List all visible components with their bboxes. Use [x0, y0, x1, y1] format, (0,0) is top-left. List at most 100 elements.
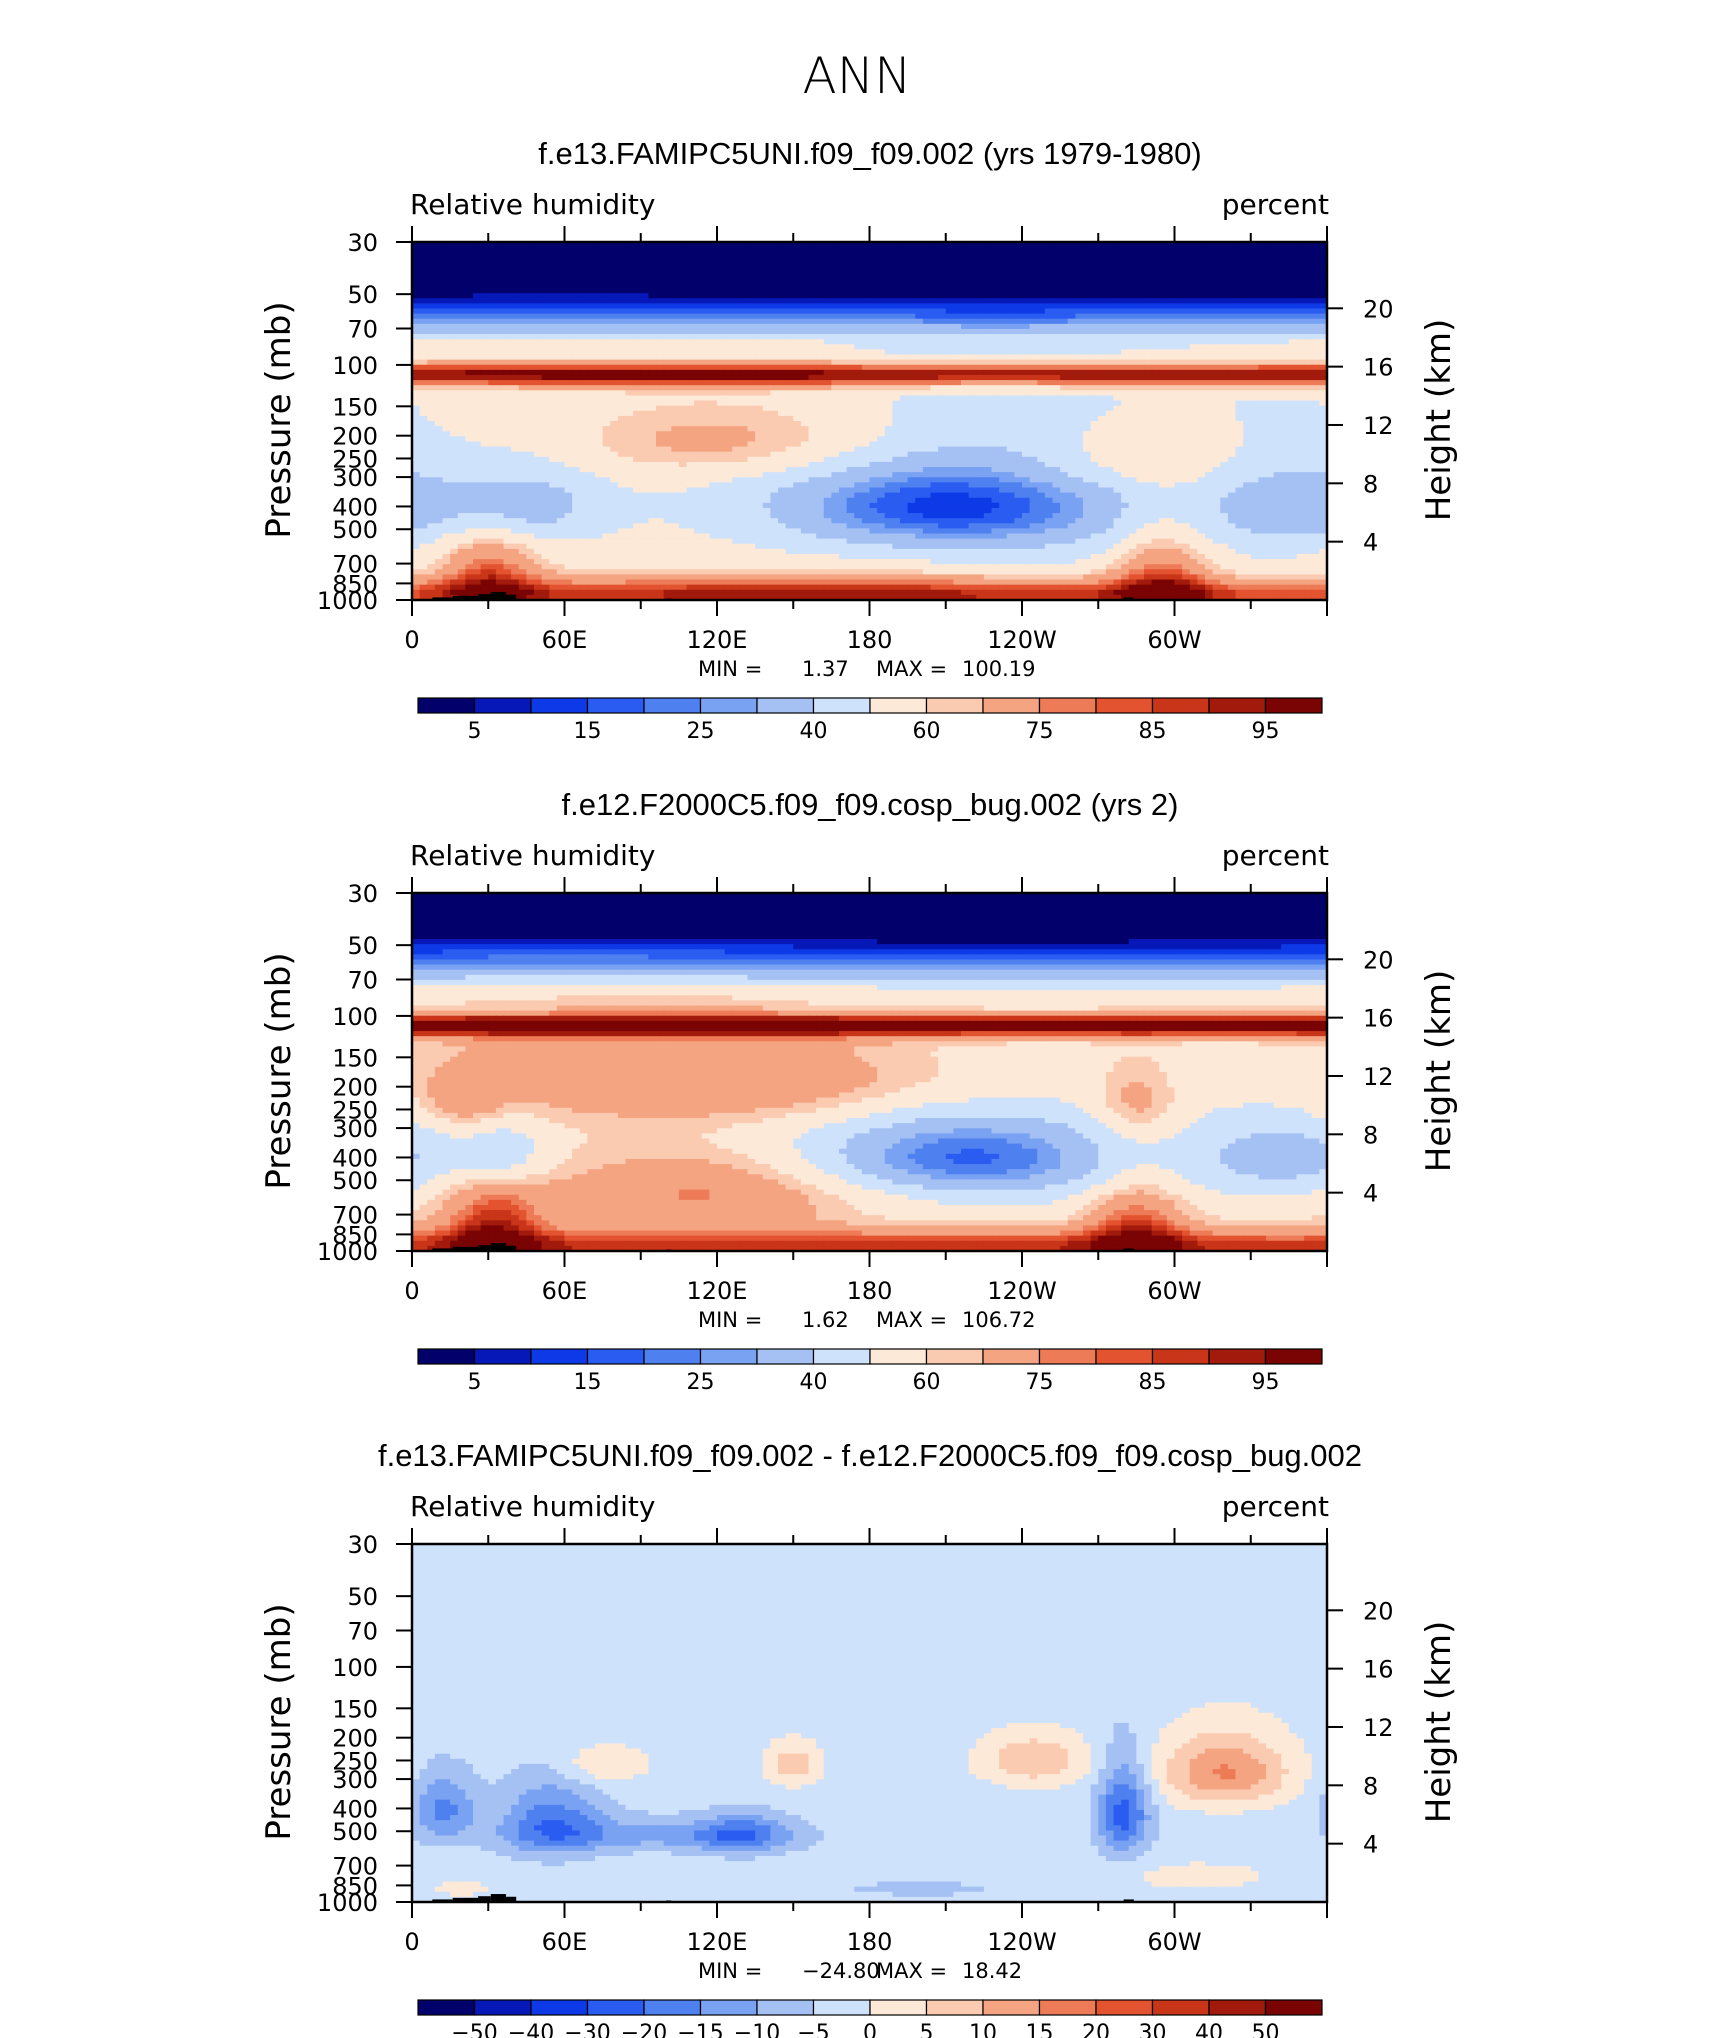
heatmap-cell — [450, 268, 458, 274]
heatmap-cell — [1258, 308, 1266, 314]
heatmap-cell — [870, 298, 878, 304]
heatmap-cell — [679, 268, 687, 274]
heatmap-cell — [504, 339, 512, 345]
heatmap-cell — [1190, 324, 1198, 330]
heatmap-cell — [1106, 247, 1114, 253]
heatmap-cell — [854, 329, 862, 335]
heatmap-cell — [862, 303, 870, 309]
heatmap-cell — [1106, 298, 1114, 304]
heatmap-cell — [1037, 339, 1045, 345]
heatmap-cell — [1167, 298, 1175, 304]
heatmap-cell — [565, 273, 573, 279]
heatmap-cell — [496, 329, 504, 335]
heatmap-cell — [915, 293, 923, 299]
heatmap-cell — [679, 252, 687, 258]
heatmap-cell — [420, 339, 428, 345]
heatmap-cell — [488, 293, 496, 299]
heatmap-cell — [1030, 308, 1038, 314]
heatmap-cell — [1220, 293, 1228, 299]
heatmap-cell — [786, 308, 794, 314]
heatmap-cell — [648, 319, 656, 325]
heatmap-cell — [626, 344, 634, 350]
heatmap-cell — [526, 324, 534, 330]
heatmap-cell — [496, 314, 504, 320]
heatmap-cell — [549, 252, 557, 258]
heatmap-cell — [976, 329, 984, 335]
heatmap-cell — [740, 273, 748, 279]
heatmap-cell — [626, 293, 634, 299]
heatmap-cell — [862, 314, 870, 320]
heatmap-cell — [938, 344, 946, 350]
heatmap-cell — [1136, 257, 1144, 263]
heatmap-cell — [580, 329, 588, 335]
heatmap-cell — [496, 298, 504, 304]
heatmap-cell — [900, 308, 908, 314]
heatmap-cell — [1274, 293, 1282, 299]
heatmap-cell — [465, 257, 473, 263]
heatmap-cell — [496, 247, 504, 253]
heatmap-cell — [1274, 283, 1282, 289]
heatmap-cell — [938, 324, 946, 330]
heatmap-cell — [801, 344, 809, 350]
heatmap-cell — [961, 308, 969, 314]
heatmap-cell — [961, 252, 969, 258]
heatmap-cell — [1045, 262, 1053, 268]
heatmap-cell — [595, 339, 603, 345]
heatmap-cell — [450, 293, 458, 299]
heatmap-cell — [679, 262, 687, 268]
heatmap-cell — [908, 329, 916, 335]
heatmap-cell — [481, 308, 489, 314]
heatmap-cell — [709, 324, 717, 330]
heatmap-cell — [458, 324, 466, 330]
heatmap-cell — [1121, 314, 1129, 320]
heatmap-cell — [900, 324, 908, 330]
heatmap-cell — [671, 262, 679, 268]
heatmap-cell — [450, 314, 458, 320]
heatmap-cell — [587, 319, 595, 325]
heatmap-cell — [603, 319, 611, 325]
heatmap-cell — [458, 293, 466, 299]
heatmap-cell — [565, 247, 573, 253]
heatmap-cell — [595, 334, 603, 340]
heatmap-cell — [610, 303, 618, 309]
heatmap-cell — [534, 262, 542, 268]
heatmap-cell — [511, 314, 519, 320]
heatmap-cell — [847, 293, 855, 299]
heatmap-cell — [1045, 319, 1053, 325]
heatmap-cell — [702, 329, 710, 335]
heatmap-cell — [1236, 329, 1244, 335]
heatmap-cell — [786, 247, 794, 253]
heatmap-cell — [740, 329, 748, 335]
heatmap-cell — [1228, 288, 1236, 294]
heatmap-cell — [435, 283, 443, 289]
heatmap-cell — [1258, 339, 1266, 345]
heatmap-cell — [1228, 319, 1236, 325]
heatmap-cell — [1144, 339, 1152, 345]
heatmap-cell — [664, 273, 672, 279]
heatmap-cell — [1281, 324, 1289, 330]
heatmap-cell — [648, 288, 656, 294]
heatmap-cell — [740, 339, 748, 345]
heatmap-cell — [1083, 262, 1091, 268]
heatmap-cell — [511, 268, 519, 274]
heatmap-cell — [702, 319, 710, 325]
heatmap-cell — [1266, 247, 1274, 253]
heatmap-cell — [542, 288, 550, 294]
heatmap-cell — [984, 298, 992, 304]
heatmap-cell — [992, 257, 1000, 263]
heatmap-cell — [504, 319, 512, 325]
heatmap-cell — [565, 293, 573, 299]
heatmap-cell — [587, 324, 595, 330]
heatmap-cell — [427, 273, 435, 279]
heatmap-cell — [816, 329, 824, 335]
heatmap-cell — [1304, 288, 1312, 294]
heatmap-cell — [519, 314, 527, 320]
heatmap-cell — [626, 303, 634, 309]
heatmap-cell — [862, 324, 870, 330]
heatmap-cell — [801, 324, 809, 330]
heatmap-cell — [1053, 262, 1061, 268]
heatmap-cell — [1213, 278, 1221, 284]
heatmap-cell — [481, 303, 489, 309]
heatmap-cell — [618, 298, 626, 304]
heatmap-cell — [1159, 288, 1167, 294]
